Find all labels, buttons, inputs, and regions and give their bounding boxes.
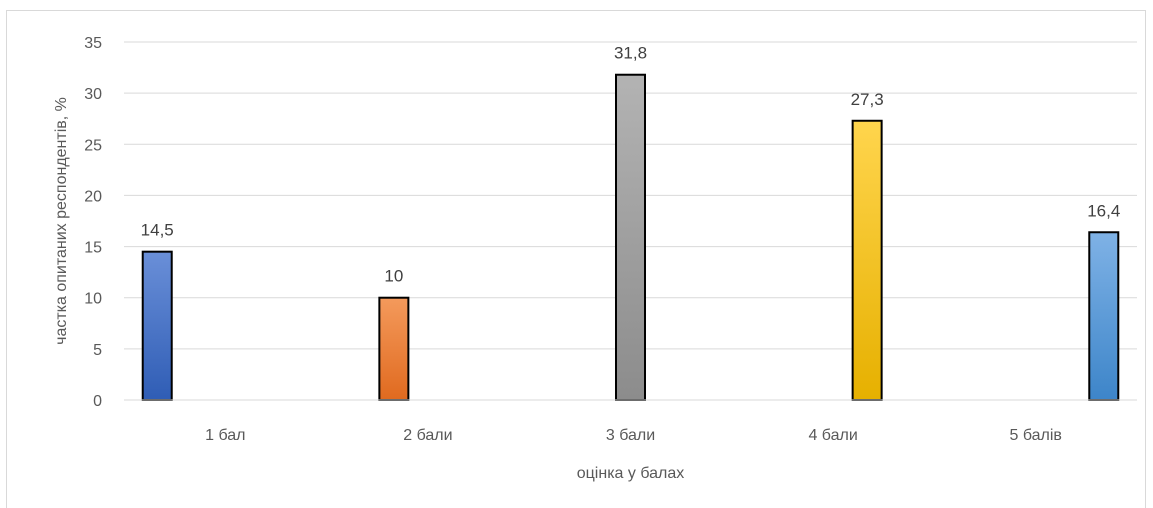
data-label: 27,3 (851, 90, 884, 109)
x-category-label: 2 бали (403, 427, 452, 444)
y-tick-label: 25 (84, 137, 102, 154)
data-label: 10 (384, 267, 403, 286)
y-axis-ticks: 0 5 10 15 20 25 30 35 (84, 35, 102, 410)
bar-4 (851, 119, 883, 401)
bars (141, 73, 1120, 402)
y-tick-label: 35 (84, 35, 102, 52)
y-axis-title: частка опитаних респондентів, % (53, 97, 70, 345)
x-axis-categories: 1 бал 2 бали 3 бали 4 бали 5 балів (205, 427, 1062, 444)
y-tick-label: 0 (93, 393, 102, 410)
data-label: 14,5 (141, 221, 174, 240)
x-category-label: 3 бали (606, 427, 655, 444)
y-tick-label: 5 (93, 342, 102, 359)
x-axis-title: оцінка у балах (577, 465, 685, 482)
data-label: 31,8 (614, 44, 647, 63)
bar-1 (141, 250, 173, 401)
bar-5 (1088, 231, 1120, 401)
x-category-label: 1 бал (205, 427, 245, 444)
data-label: 16,4 (1087, 201, 1120, 220)
x-category-label: 5 балів (1009, 427, 1061, 444)
y-tick-label: 20 (84, 188, 102, 205)
data-labels: 14,5 10 31,8 27,3 16,4 (141, 44, 1121, 286)
chart-frame (6, 10, 1146, 508)
y-tick-label: 10 (84, 291, 102, 308)
bar-2 (378, 296, 410, 402)
bar-3 (615, 73, 646, 402)
y-tick-label: 30 (84, 86, 102, 103)
y-tick-label: 15 (84, 240, 102, 257)
x-category-label: 4 бали (808, 427, 857, 444)
